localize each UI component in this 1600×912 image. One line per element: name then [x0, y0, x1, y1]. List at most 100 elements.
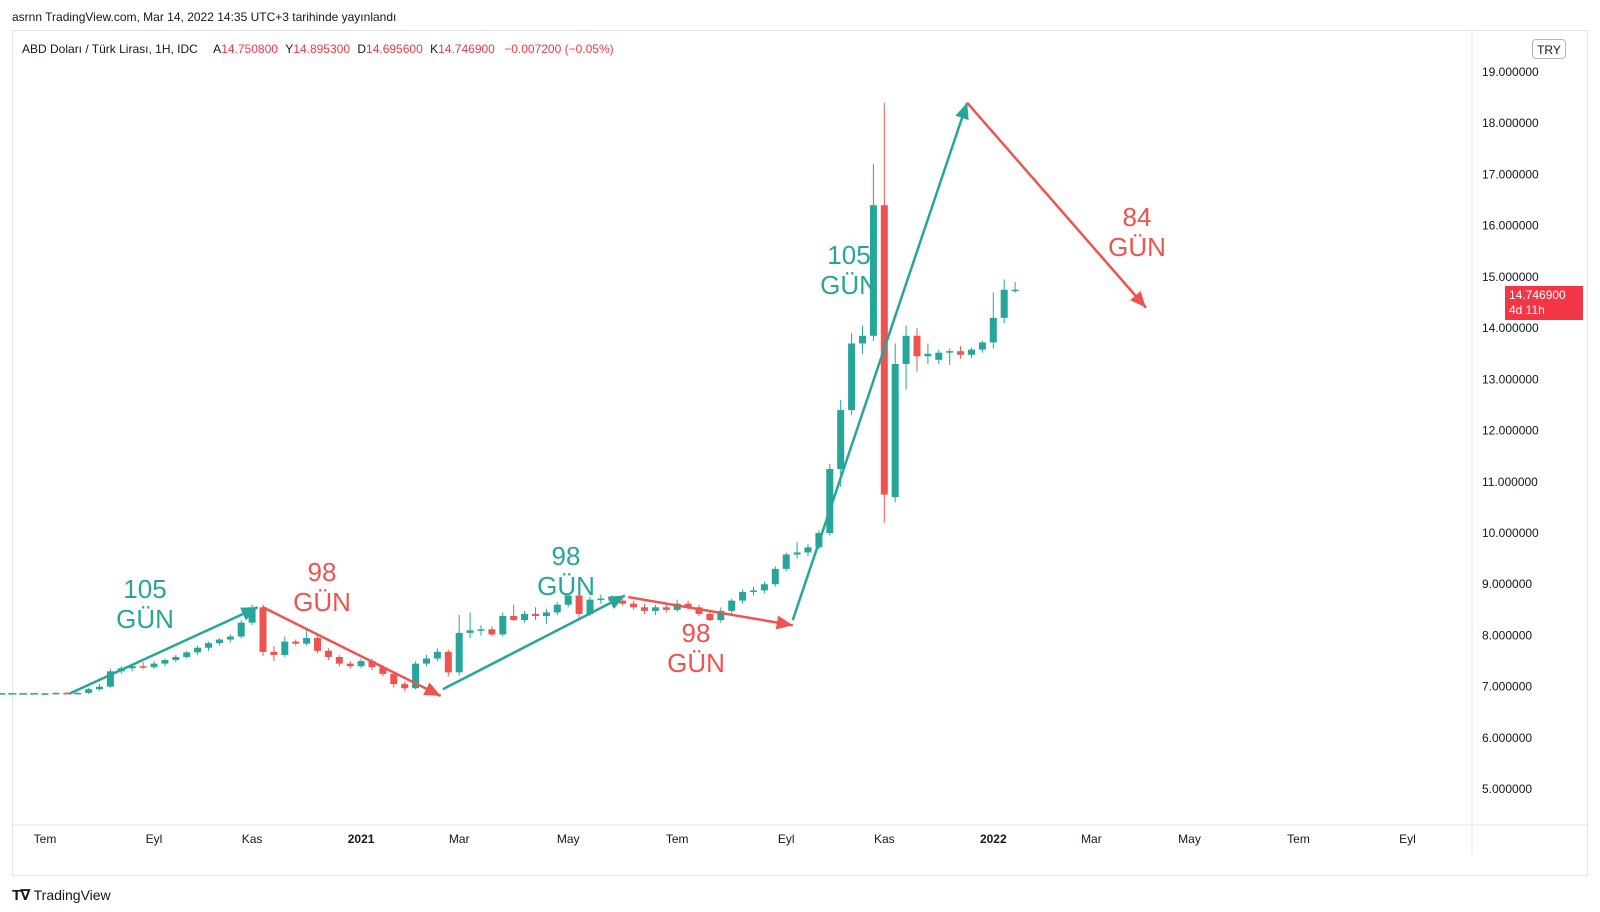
candle-body — [804, 547, 812, 553]
candle-body — [902, 335, 910, 364]
y-tick-label: 7.000000 — [1482, 680, 1532, 694]
y-tick-label: 11.000000 — [1482, 475, 1538, 489]
trend-arrow-line — [966, 101, 1147, 309]
candle-body — [194, 647, 202, 653]
candle-body — [85, 689, 93, 693]
candle-body — [826, 468, 834, 534]
candle-body — [74, 692, 82, 695]
candle-body — [771, 568, 779, 585]
candle-body — [564, 595, 572, 605]
low-value: 14.695600 — [366, 42, 423, 56]
candle-body — [532, 613, 539, 616]
candle-body — [586, 599, 594, 614]
chart-frame[interactable] — [12, 30, 1588, 876]
candle-body — [510, 615, 518, 621]
candle-body — [706, 613, 714, 621]
candle-body — [782, 554, 790, 569]
trend-arrow-line — [68, 606, 259, 695]
close-value: 14.746900 — [438, 42, 495, 56]
candle-body — [390, 673, 398, 685]
candle-body — [891, 363, 899, 498]
duration-label-unit: GÜN — [1108, 232, 1166, 262]
candle-body — [695, 607, 703, 614]
trend-arrow-line — [791, 102, 969, 621]
bar-countdown: 4d 11h — [1509, 303, 1545, 317]
candle-body — [989, 317, 997, 343]
candle-body — [684, 603, 692, 608]
low-label: D — [357, 42, 367, 56]
duration-label-unit: GÜN — [537, 571, 595, 601]
candle-body — [651, 607, 659, 611]
currency-button[interactable]: TRY — [1532, 39, 1566, 59]
duration-label-number: 98 — [682, 618, 711, 648]
candle-body — [237, 622, 245, 637]
candle-body — [401, 684, 409, 689]
candle-body — [412, 663, 420, 689]
candle-body — [139, 666, 147, 668]
candle-body — [128, 666, 136, 669]
candle-body — [553, 604, 561, 613]
candle-body — [619, 600, 627, 604]
duration-label-number: 98 — [552, 541, 581, 571]
candle-body — [641, 607, 648, 611]
x-tick-label: 2021 — [348, 832, 375, 846]
symbol-title[interactable]: ABD Doları / Türk Lirası, 1H, IDC — [22, 42, 198, 56]
candle-body — [270, 651, 278, 655]
y-tick-label: 12.000000 — [1482, 424, 1539, 438]
candle-body — [444, 651, 452, 673]
duration-label-number: 105 — [123, 574, 166, 604]
duration-label-number: 105 — [827, 240, 870, 270]
candle-body — [226, 636, 234, 640]
candle-body — [96, 686, 103, 690]
duration-label-unit: GÜN — [820, 270, 878, 300]
candle-body — [161, 660, 169, 664]
y-tick-label: 14.000000 — [1482, 321, 1539, 335]
high-value: 14.895300 — [293, 42, 351, 56]
trend-arrow-head — [955, 102, 969, 121]
candle-body — [52, 692, 60, 695]
candle-body — [968, 349, 975, 355]
trend-arrow-line — [442, 594, 626, 691]
candle-body — [728, 600, 736, 611]
candle-body — [379, 667, 387, 674]
x-tick-label: Tem — [34, 832, 57, 846]
trend-arrow-line — [262, 606, 442, 698]
duration-label-unit: GÜN — [116, 604, 174, 634]
tradingview-logo[interactable]: T∇ TradingView — [12, 886, 111, 904]
candle-body — [673, 603, 681, 610]
candle-body — [717, 610, 725, 621]
candle-body — [281, 641, 289, 655]
published-caption: asrnn TradingView.com, Mar 14, 2022 14:3… — [12, 10, 397, 24]
candle-body — [662, 607, 670, 610]
y-tick-label: 15.000000 — [1482, 270, 1539, 284]
candle-body — [837, 410, 845, 469]
candle-body — [488, 629, 496, 635]
candle-body — [739, 591, 747, 601]
candle-body — [946, 351, 954, 353]
y-tick-label: 5.000000 — [1482, 782, 1532, 796]
candle-body — [848, 343, 856, 411]
y-tick-label: 8.000000 — [1482, 628, 1532, 642]
y-tick-label: 19.000000 — [1482, 65, 1539, 79]
last-price-value: 14.746900 — [1509, 288, 1566, 302]
x-tick-label: Eyl — [1399, 832, 1416, 846]
tradingview-logo-text: TradingView — [33, 887, 111, 903]
trend-arrow-head — [775, 615, 793, 630]
duration-label-number: 98 — [308, 557, 337, 587]
candle-body — [455, 632, 463, 673]
change-value: −0.007200 (−0.05%) — [504, 42, 614, 56]
trend-arrow-line — [627, 595, 793, 627]
high-label: Y — [285, 42, 294, 56]
candle-body — [368, 661, 376, 668]
candle-body — [259, 607, 267, 652]
candle-body — [630, 603, 638, 608]
x-tick-label: May — [1178, 832, 1201, 846]
last-price-tag: 14.746900 4d 11h — [1505, 286, 1583, 320]
x-tick-label: Mar — [449, 832, 470, 846]
candle-body — [913, 335, 921, 357]
candle-body — [1000, 289, 1008, 318]
candle-body — [1011, 289, 1019, 292]
candle-body — [869, 205, 877, 336]
candle-body — [521, 613, 529, 621]
